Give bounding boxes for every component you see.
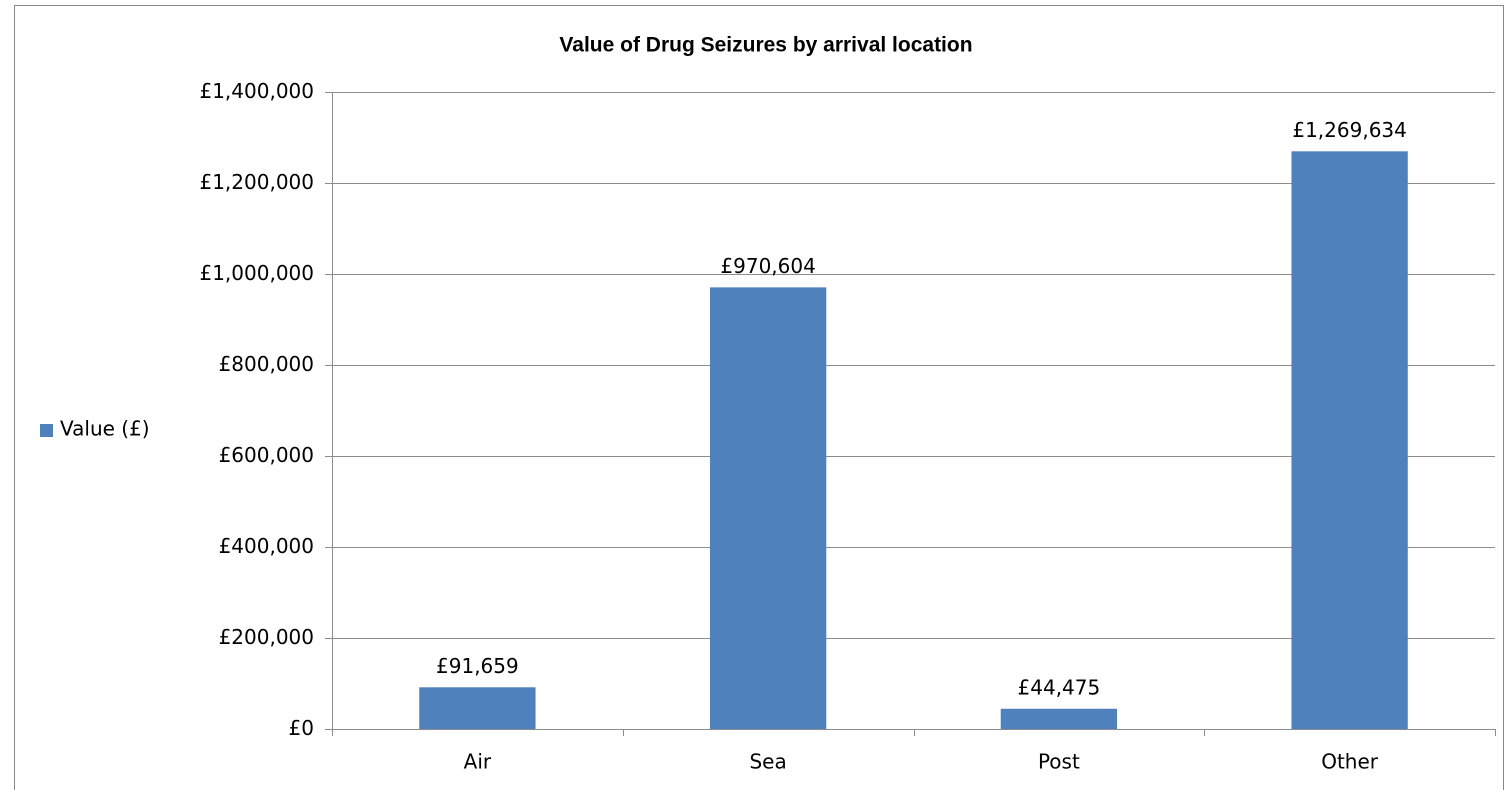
y-tick-label: £0: [289, 716, 314, 740]
data-label: £91,659: [436, 654, 519, 678]
y-tick-label: £400,000: [219, 534, 314, 558]
bar: [1291, 151, 1408, 729]
x-tick-label: Post: [1038, 750, 1080, 774]
chart-title: Value of Drug Seizures by arrival locati…: [559, 34, 972, 57]
data-label: £1,269,634: [1292, 118, 1407, 142]
y-tick-label: £1,000,000: [199, 261, 314, 285]
bar: [1000, 708, 1118, 729]
data-label: £970,604: [720, 254, 815, 278]
y-tick-label: £600,000: [219, 443, 314, 467]
y-tick-label: £800,000: [219, 352, 314, 376]
data-label: £44,475: [1018, 675, 1101, 699]
y-tick-label: £1,200,000: [199, 170, 314, 194]
y-tick-label: £200,000: [219, 625, 314, 649]
bar: [419, 687, 536, 729]
x-tick-label: Air: [464, 750, 492, 774]
x-tick-label: Other: [1321, 750, 1379, 774]
x-tick-label: Sea: [749, 750, 786, 774]
bar: [709, 287, 827, 729]
legend-label: Value (£): [60, 417, 150, 441]
legend-swatch: [40, 424, 53, 437]
y-tick-label: £1,400,000: [199, 79, 314, 103]
